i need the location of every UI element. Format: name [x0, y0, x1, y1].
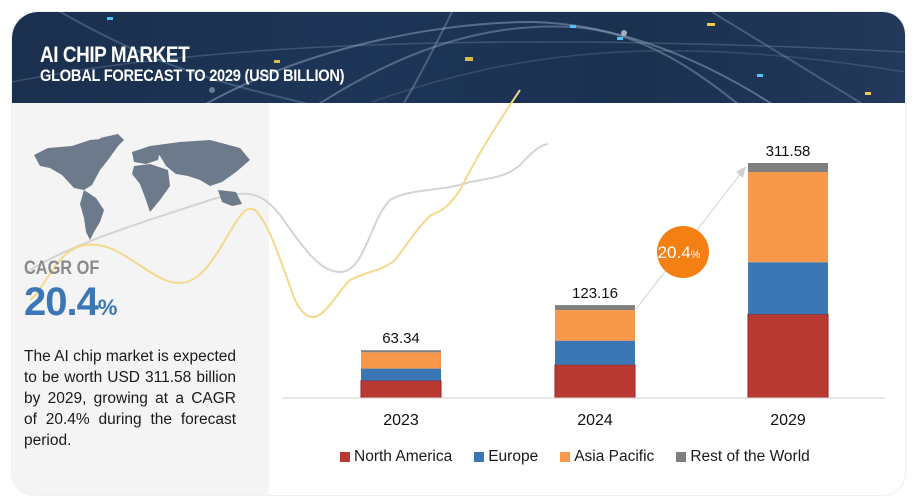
x-tick-label-2023: 2023 — [383, 412, 419, 429]
bar-segment-asia-pacific-2024 — [555, 310, 635, 341]
x-tick-label-2029: 2029 — [770, 412, 806, 429]
legend-swatch — [340, 452, 350, 462]
legend-item-north-america: North America — [340, 448, 452, 466]
bar-segment-rest-of-the-world-2029 — [748, 163, 828, 173]
legend-label: Asia Pacific — [574, 448, 655, 465]
cagr-label: CAGR OF — [24, 258, 100, 279]
bar-segment-north-america-2029 — [747, 313, 829, 399]
chart-legend: North America Europe Asia Pacific Rest of t… — [340, 448, 810, 466]
page-subtitle: GLOBAL FORECAST TO 2029 (USD BILLION) — [40, 66, 345, 85]
bar-total-label-2023: 63.34 — [382, 330, 420, 347]
bar-total-label-2029: 311.58 — [766, 143, 811, 160]
bar-segment-north-america-2024 — [554, 364, 636, 399]
cagr-badge-percent: % — [691, 249, 701, 261]
bar-segment-asia-pacific-2023 — [361, 352, 441, 369]
page-title: AI CHIP MARKET — [40, 42, 190, 67]
legend-swatch — [560, 452, 571, 462]
legend-label: Rest of the World — [690, 448, 810, 465]
cagr-badge — [657, 226, 709, 278]
decorative-gray-curve — [29, 143, 549, 274]
bar-segment-europe-2029 — [748, 262, 828, 315]
cagr-badge-value: 20.4% — [658, 243, 701, 262]
legend-label: North America — [354, 448, 453, 465]
cagr-badge-number: 20.4 — [658, 243, 691, 262]
header-banner: AI CHIP MARKET GLOBAL FORECAST TO 2029 (… — [12, 12, 905, 103]
cagr-number: 20.4 — [24, 280, 99, 324]
legend-item-rest-of-the-world: Rest of the World — [676, 448, 810, 466]
bar-segment-europe-2024 — [555, 340, 635, 365]
world-map-icon — [34, 134, 250, 240]
legend-item-europe: Europe — [474, 448, 538, 466]
banner-light-streaks-graphic — [12, 12, 905, 103]
bar-segment-rest-of-the-world-2024 — [555, 305, 635, 311]
cagr-value: 20.4% — [24, 280, 118, 325]
decorative-yellow-curve — [29, 89, 521, 318]
bar-segment-north-america-2023 — [360, 380, 442, 399]
bar-segment-asia-pacific-2029 — [748, 172, 828, 263]
legend-label: Europe — [488, 448, 539, 465]
bar-segment-rest-of-the-world-2023 — [361, 350, 441, 353]
legend-swatch — [676, 452, 687, 462]
bar-segment-europe-2023 — [361, 368, 441, 381]
x-tick-label-2024: 2024 — [577, 412, 613, 429]
cagr-percent-sign: % — [97, 295, 118, 320]
legend-item-asia-pacific: Asia Pacific — [560, 448, 654, 466]
bar-total-label-2024: 123.16 — [572, 285, 618, 302]
cagr-arrowhead-icon — [736, 166, 746, 178]
legend-swatch — [474, 452, 485, 462]
market-description: The AI chip market is expected to be wor… — [24, 348, 236, 449]
